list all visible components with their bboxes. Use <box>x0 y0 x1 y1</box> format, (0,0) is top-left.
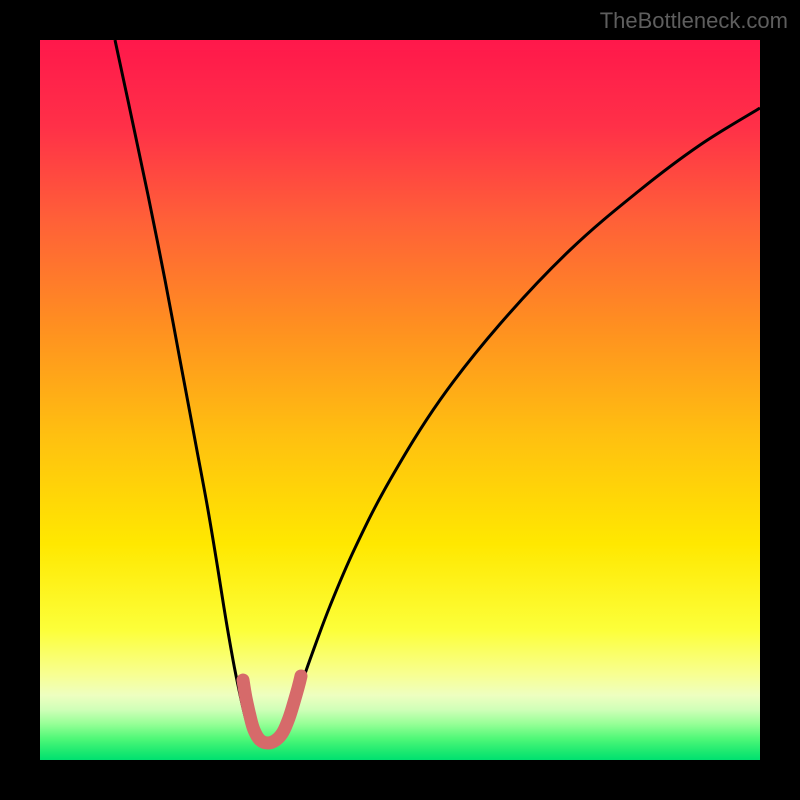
optimal-marker-curve <box>243 676 301 743</box>
plot-area <box>40 40 760 760</box>
watermark-text: TheBottleneck.com <box>600 8 788 34</box>
bottleneck-curve-left <box>115 40 248 726</box>
curve-layer <box>40 40 760 760</box>
bottleneck-curve-right <box>287 108 760 726</box>
